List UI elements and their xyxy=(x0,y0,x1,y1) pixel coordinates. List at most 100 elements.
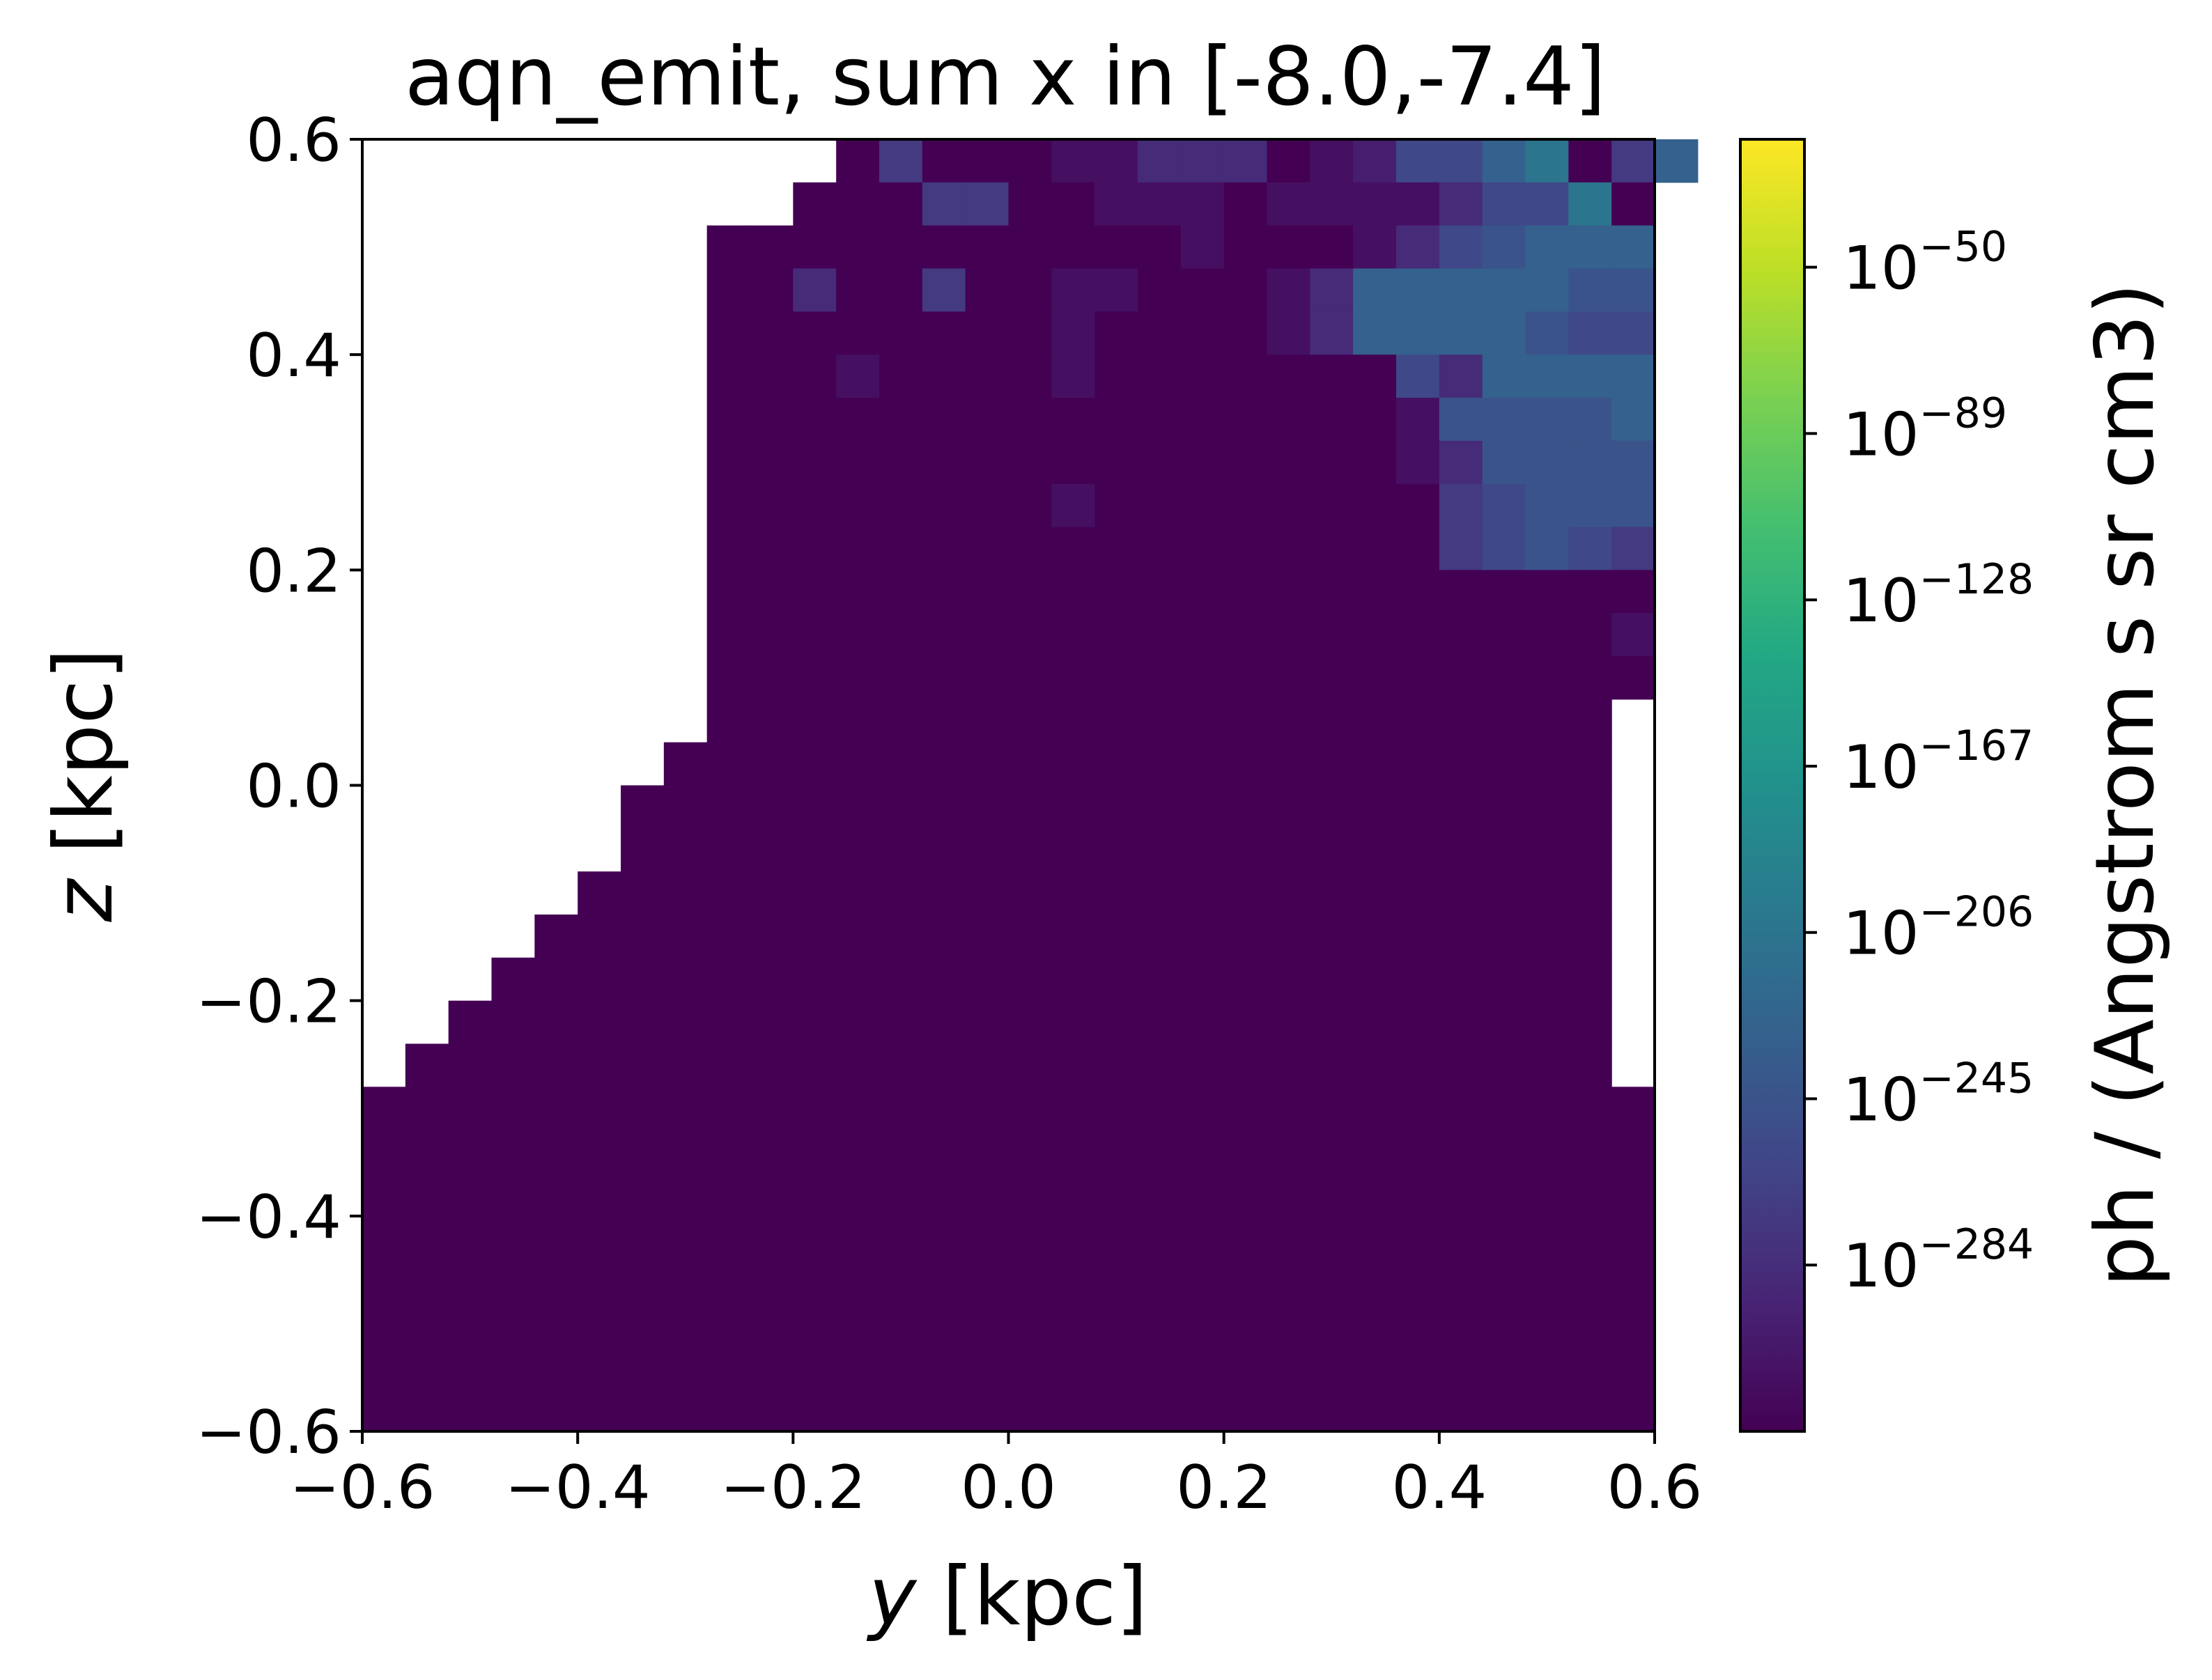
heatmap-cell xyxy=(1180,139,1225,183)
heatmap-cell xyxy=(1568,440,1612,485)
heatmap-cell xyxy=(1568,828,1612,872)
heatmap-cell xyxy=(1095,268,1138,312)
heatmap-cell xyxy=(1095,1130,1138,1174)
heatmap-cell xyxy=(922,742,966,786)
heatmap-cell xyxy=(621,1259,665,1303)
heatmap-cell xyxy=(1180,268,1225,312)
heatmap-cell xyxy=(1310,871,1354,915)
heatmap-cell xyxy=(1223,1215,1268,1260)
heatmap-cell xyxy=(1353,311,1397,355)
heatmap-cell xyxy=(1525,699,1569,743)
heatmap-cell xyxy=(1611,225,1655,270)
heatmap-cell xyxy=(1310,656,1354,700)
heatmap-cell xyxy=(1439,225,1483,270)
heatmap-cell xyxy=(1310,182,1354,226)
heatmap-cell xyxy=(965,1043,1010,1087)
heatmap-cell xyxy=(1439,613,1483,657)
heatmap-cell xyxy=(879,1259,923,1303)
heatmap-cell xyxy=(663,1173,708,1217)
heatmap-cell xyxy=(1568,1215,1612,1260)
heatmap-cell xyxy=(1611,355,1655,398)
heatmap-cell xyxy=(1482,1345,1526,1389)
y-tick-label: 0.6 xyxy=(246,106,341,176)
heatmap-cell xyxy=(1051,1345,1095,1389)
heatmap-cell xyxy=(750,440,794,485)
heatmap-cell xyxy=(1310,1302,1354,1346)
heatmap-cell xyxy=(793,915,837,958)
heatmap-cell xyxy=(1051,483,1095,528)
heatmap-cell xyxy=(1267,699,1310,743)
heatmap-cell xyxy=(1008,311,1052,355)
heatmap-cell xyxy=(1482,483,1526,528)
heatmap-cell xyxy=(1525,483,1569,528)
heatmap-cell xyxy=(1267,1043,1310,1087)
heatmap-cell xyxy=(1525,1302,1569,1346)
heatmap-cell xyxy=(1310,1215,1354,1260)
heatmap-cell xyxy=(1611,1130,1655,1174)
heatmap-cell xyxy=(1396,957,1440,1002)
heatmap-cell xyxy=(1051,656,1095,700)
heatmap-cell xyxy=(1180,742,1225,786)
heatmap-cell xyxy=(1525,440,1569,485)
heatmap-cell xyxy=(922,1215,966,1260)
heatmap-cell xyxy=(1008,527,1052,570)
heatmap-cell xyxy=(1008,483,1052,528)
heatmap-cell xyxy=(621,915,665,958)
heatmap-cell xyxy=(448,1000,493,1045)
heatmap-cell xyxy=(793,1000,837,1045)
x-tick-label: 0.4 xyxy=(1391,1453,1487,1523)
heatmap-cell xyxy=(663,1345,708,1389)
heatmap-cell xyxy=(1482,398,1526,442)
heatmap-cell xyxy=(1138,871,1182,915)
heatmap-cell xyxy=(1611,398,1655,442)
heatmap-cell xyxy=(1051,785,1095,829)
heatmap-cell xyxy=(663,1130,708,1174)
heatmap-cell xyxy=(663,1000,708,1045)
heatmap-cell xyxy=(706,742,751,786)
heatmap-cell xyxy=(836,1087,880,1130)
heatmap-cell xyxy=(1439,742,1483,786)
heatmap-cell xyxy=(836,311,880,355)
heatmap-cell xyxy=(1482,1173,1526,1217)
heatmap-cell xyxy=(1051,828,1095,872)
heatmap-cell xyxy=(1439,871,1483,915)
heatmap-cell xyxy=(750,1302,794,1346)
heatmap-cell xyxy=(965,139,1010,183)
heatmap-cell xyxy=(1267,915,1310,958)
heatmap-cell xyxy=(491,1130,535,1174)
heatmap-cell xyxy=(922,398,966,442)
heatmap-cell xyxy=(1051,355,1095,398)
heatmap-cell xyxy=(1223,311,1268,355)
heatmap-cell xyxy=(1051,1000,1095,1045)
heatmap-cell xyxy=(1439,1000,1483,1045)
heatmap-cell xyxy=(534,1345,578,1389)
heatmap-cell xyxy=(1568,871,1612,915)
heatmap-cell xyxy=(1439,398,1483,442)
heatmap-cell xyxy=(1180,1087,1225,1130)
heatmap-cell xyxy=(1180,613,1225,657)
heatmap-cell xyxy=(1095,613,1138,657)
heatmap-cell xyxy=(1396,1087,1440,1130)
heatmap-cell xyxy=(1267,1388,1310,1432)
heatmap-cell xyxy=(706,440,751,485)
heatmap-cell xyxy=(1267,355,1310,398)
heatmap-cell xyxy=(1568,1043,1612,1087)
heatmap-cell xyxy=(922,1345,966,1389)
heatmap-cell xyxy=(491,1302,535,1346)
heatmap-cell xyxy=(1353,1345,1397,1389)
heatmap-cell xyxy=(1439,915,1483,958)
heatmap-cell xyxy=(1008,139,1052,183)
x-axis-var: y xyxy=(867,1550,918,1644)
heatmap-cell xyxy=(1223,656,1268,700)
heatmap-cell xyxy=(965,1388,1010,1432)
heatmap-cell xyxy=(1008,1130,1052,1174)
heatmap-cell xyxy=(1138,656,1182,700)
heatmap-cell xyxy=(965,182,1010,226)
heatmap-cell xyxy=(362,1130,406,1174)
heatmap-cell xyxy=(1353,785,1397,829)
heatmap-cell xyxy=(1223,871,1268,915)
heatmap-cell xyxy=(1568,268,1612,312)
heatmap-cell xyxy=(965,268,1010,312)
heatmap-cell xyxy=(1223,182,1268,226)
